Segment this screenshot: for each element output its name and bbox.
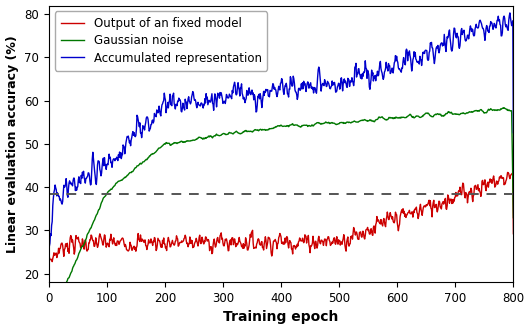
- Gaussian noise: [340, 120, 347, 124]
- Accumulated representation: [108, 160, 114, 164]
- Accumulated representation: [506, 18, 512, 22]
- Output of an fixed model: [505, 171, 511, 175]
- X-axis label: Training epoch: Training epoch: [223, 311, 339, 324]
- Output of an fixed model: [113, 244, 120, 248]
- Gaussian noise: [501, 106, 507, 110]
- Gaussian noise: [114, 181, 120, 184]
- Gaussian noise: [46, 316, 52, 320]
- Output of an fixed model: [168, 243, 174, 247]
- Gaussian noise: [109, 187, 115, 191]
- Accumulated representation: [168, 103, 174, 107]
- Line: Output of an fixed model: Output of an fixed model: [49, 173, 514, 290]
- Legend: Output of an fixed model, Gaussian noise, Accumulated representation: Output of an fixed model, Gaussian noise…: [55, 12, 268, 71]
- Output of an fixed model: [339, 239, 346, 243]
- Gaussian noise: [169, 142, 175, 146]
- Line: Accumulated representation: Accumulated representation: [49, 13, 514, 289]
- Gaussian noise: [50, 317, 57, 321]
- Output of an fixed model: [108, 237, 114, 241]
- Line: Gaussian noise: Gaussian noise: [49, 108, 514, 319]
- Accumulated representation: [339, 89, 346, 93]
- Y-axis label: Linear evaluation accuracy (%): Linear evaluation accuracy (%): [5, 35, 19, 253]
- Accumulated representation: [257, 92, 263, 96]
- Output of an fixed model: [257, 243, 263, 247]
- Gaussian noise: [510, 216, 517, 220]
- Accumulated representation: [113, 155, 120, 159]
- Output of an fixed model: [46, 288, 52, 292]
- Accumulated representation: [510, 131, 517, 135]
- Gaussian noise: [507, 109, 513, 113]
- Output of an fixed model: [506, 175, 513, 179]
- Gaussian noise: [258, 127, 264, 131]
- Accumulated representation: [507, 11, 513, 15]
- Accumulated representation: [46, 287, 52, 291]
- Output of an fixed model: [510, 232, 517, 236]
